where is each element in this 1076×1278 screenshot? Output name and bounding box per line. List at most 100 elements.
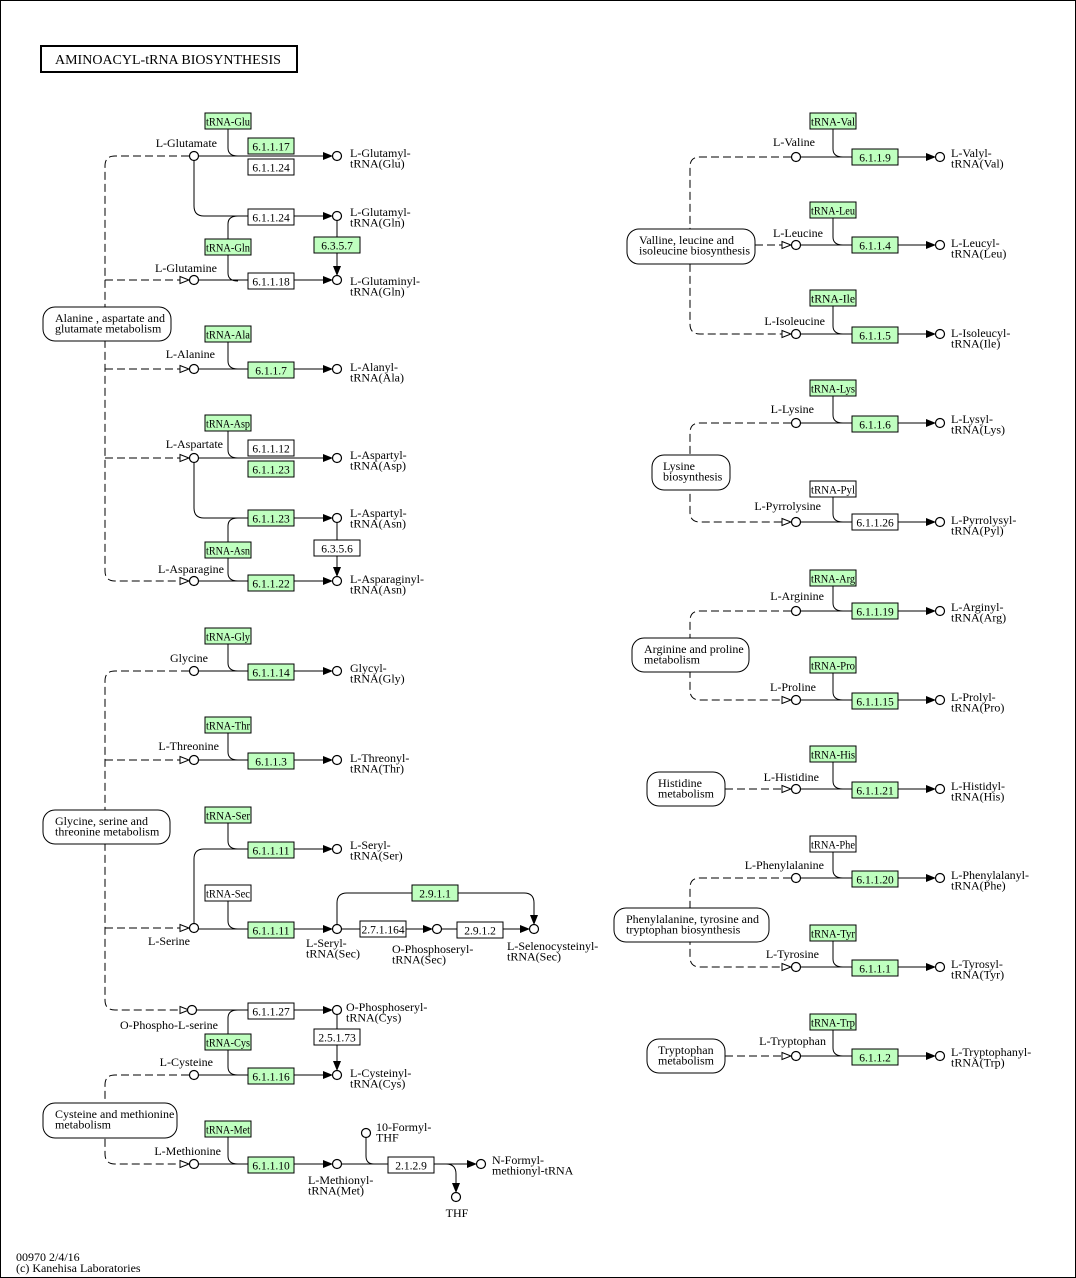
enzyme-box[interactable]: 6.1.1.19 [851,602,899,620]
compound-node[interactable] [360,1127,372,1139]
enzyme-box[interactable]: 2.5.1.73 [313,1028,361,1046]
compound-node[interactable] [331,665,343,677]
compound-node[interactable] [934,151,946,163]
enzyme-box[interactable]: 6.1.1.17 [247,137,295,155]
compound-node[interactable] [188,274,200,286]
enzyme-box[interactable]: 6.1.1.20 [851,870,899,888]
enzyme-box[interactable]: 6.1.1.10 [247,1156,295,1174]
enzyme-box[interactable]: 6.1.1.24 [247,158,295,176]
enzyme-box[interactable]: 6.3.5.7 [313,236,361,254]
compound-node[interactable] [790,783,802,795]
compound-node[interactable] [188,363,200,375]
compound-node[interactable] [188,452,200,464]
enzyme-box[interactable]: 2.9.1.2 [456,921,504,939]
compound-node[interactable] [188,665,200,677]
trna-box[interactable]: tRNA-Val [809,112,857,130]
compound-node[interactable] [790,872,802,884]
compound-node[interactable] [331,150,343,162]
compound-node[interactable] [934,1050,946,1062]
compound-node[interactable] [331,452,343,464]
enzyme-box[interactable]: 6.1.1.24 [247,208,295,226]
trna-box[interactable]: tRNA-Ala [204,325,252,343]
trna-box[interactable]: tRNA-Pro [809,656,857,674]
compound-node[interactable] [431,923,443,935]
enzyme-box[interactable]: 6.1.1.14 [247,663,295,681]
trna-box[interactable]: tRNA-Arg [809,569,857,587]
compound-node[interactable] [331,512,343,524]
compound-node[interactable] [331,1158,343,1170]
enzyme-box[interactable]: 2.7.1.164 [359,920,407,938]
trna-box[interactable]: tRNA-Thr [204,716,252,734]
enzyme-box[interactable]: 6.1.1.12 [247,439,295,457]
trna-box[interactable]: tRNA-His [809,745,857,763]
compound-node[interactable] [790,961,802,973]
trna-box[interactable]: tRNA-Tyr [809,924,857,942]
compound-node[interactable] [186,1004,198,1016]
enzyme-box[interactable]: 6.1.1.26 [851,513,899,531]
compound-node[interactable] [331,843,343,855]
enzyme-box[interactable]: 6.1.1.16 [247,1067,295,1085]
compound-node[interactable] [934,872,946,884]
compound-node[interactable] [790,239,802,251]
compound-node[interactable] [188,150,200,162]
enzyme-box[interactable]: 6.1.1.3 [247,752,295,770]
compound-node[interactable] [331,923,343,935]
enzyme-box[interactable]: 2.9.1.1 [411,884,459,902]
compound-node[interactable] [188,754,200,766]
compound-node[interactable] [450,1191,462,1203]
enzyme-box[interactable]: 6.1.1.23 [247,509,295,527]
compound-node[interactable] [331,575,343,587]
compound-node[interactable] [188,575,200,587]
enzyme-box[interactable]: 6.1.1.18 [247,272,295,290]
compound-node[interactable] [934,239,946,251]
compound-node[interactable] [475,1158,487,1170]
trna-box[interactable]: tRNA-Ser [204,806,252,824]
enzyme-box[interactable]: 6.1.1.22 [247,574,295,592]
enzyme-box[interactable]: 6.1.1.4 [851,236,899,254]
compound-node[interactable] [790,605,802,617]
enzyme-box[interactable]: 6.1.1.21 [851,781,899,799]
enzyme-box[interactable]: 6.1.1.6 [851,415,899,433]
compound-node[interactable] [528,923,540,935]
compound-node[interactable] [934,694,946,706]
compound-node[interactable] [790,417,802,429]
enzyme-box[interactable]: 6.3.5.6 [313,539,361,557]
trna-box[interactable]: tRNA-Ile [809,289,857,307]
compound-node[interactable] [331,1069,343,1081]
compound-node[interactable] [331,754,343,766]
compound-node[interactable] [934,516,946,528]
enzyme-box[interactable]: 6.1.1.5 [851,326,899,344]
trna-box[interactable]: tRNA-Cys [204,1033,252,1051]
trna-box[interactable]: tRNA-Trp [809,1013,857,1031]
compound-node[interactable] [934,961,946,973]
compound-node[interactable] [790,694,802,706]
compound-node[interactable] [934,783,946,795]
trna-box[interactable]: tRNA-Pyl [809,480,857,498]
enzyme-box[interactable]: 6.1.1.1 [851,959,899,977]
compound-node[interactable] [331,210,343,222]
compound-node[interactable] [934,605,946,617]
trna-box[interactable]: tRNA-Gln [204,238,252,256]
trna-box[interactable]: tRNA-Asn [204,541,252,559]
compound-node[interactable] [331,274,343,286]
enzyme-box[interactable]: 2.1.2.9 [387,1156,435,1174]
compound-node[interactable] [188,1158,200,1170]
compound-node[interactable] [790,516,802,528]
enzyme-box[interactable]: 6.1.1.15 [851,692,899,710]
enzyme-box[interactable]: 6.1.1.7 [247,361,295,379]
enzyme-box[interactable]: 6.1.1.11 [247,921,295,939]
trna-box[interactable]: tRNA-Lys [809,379,857,397]
compound-node[interactable] [188,1069,200,1081]
compound-node[interactable] [331,363,343,375]
compound-node[interactable] [188,922,200,934]
trna-box[interactable]: tRNA-Met [204,1120,252,1138]
